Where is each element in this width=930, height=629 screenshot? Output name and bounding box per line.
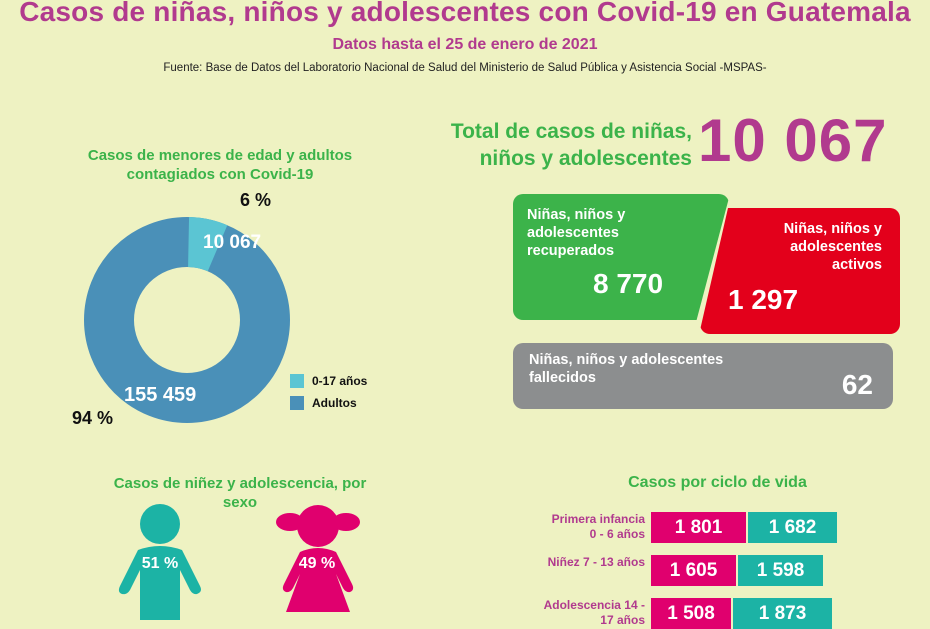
page-title: Casos de niñas, niños y adolescentes con… <box>19 0 911 27</box>
ciclo-bar-segment-2: 1 873 <box>733 598 832 629</box>
legend-item-adults: Adultos <box>290 392 367 414</box>
ciclo-bar-segment-1: 1 508 <box>651 598 731 629</box>
donut-kids-percent: 6 % <box>240 190 272 210</box>
ciclo-title: Casos por ciclo de vida <box>628 474 807 491</box>
donut-slice-adults <box>84 217 290 423</box>
ciclo-row-label: Adolescencia 14 - 17 años <box>543 598 645 627</box>
donut-slice-kids <box>188 217 228 272</box>
sexo-title: Casos de niñez y adolescencia, por sexo <box>113 475 367 511</box>
donut-legend: 0-17 años Adultos <box>290 370 367 414</box>
legend-item-kids: 0-17 años <box>290 370 367 392</box>
total-value: 10 067 <box>698 107 888 174</box>
total-label: Total de casos de niñas, niños y adolesc… <box>450 120 692 170</box>
legend-label-kids: 0-17 años <box>312 374 368 388</box>
legend-label-adults: Adultos <box>312 396 357 410</box>
active-label: Niñas, niños y adolescentes activos <box>783 221 882 273</box>
ciclo-bar-segment-1: 1 605 <box>651 555 736 586</box>
donut-title: Casos de menores de edad y adultos conta… <box>87 147 353 183</box>
recovered-value: 8 770 <box>593 268 664 299</box>
ciclo-bar-segment-1: 1 801 <box>651 512 746 543</box>
deceased-card: Niñas, niños y adolescentes fallecidos 6… <box>513 343 893 409</box>
girl-icon <box>276 505 360 612</box>
source-note: Fuente: Base de Datos del Laboratorio Na… <box>163 62 767 74</box>
active-card: Niñas, niños y adolescentes activos 1 29… <box>700 208 900 334</box>
ciclo-row-label: Niñez 7 - 13 años <box>547 555 645 569</box>
recovered-card: Niñas, niños y adolescentes recuperados … <box>513 194 729 320</box>
donut-adults-percent: 94 % <box>72 408 114 428</box>
ciclo-bar-segment-2: 1 682 <box>748 512 837 543</box>
donut-adults-value: 155 459 <box>124 384 197 406</box>
donut-kids-value: 10 067 <box>203 232 262 253</box>
donut-chart <box>84 217 290 423</box>
active-value: 1 297 <box>728 284 799 315</box>
recovered-label: Niñas, niños y adolescentes recuperados <box>527 207 626 259</box>
legend-swatch-kids <box>290 374 304 388</box>
legend-swatch-adults <box>290 396 304 410</box>
ciclo-bar-segment-2: 1 598 <box>738 555 823 586</box>
page-subtitle: Datos hasta el 25 de enero de 2021 <box>332 36 598 53</box>
deceased-label: Niñas, niños y adolescentes fallecidos <box>529 352 724 386</box>
boys-percent: 51 % <box>141 555 179 572</box>
boy-icon <box>118 504 201 620</box>
deceased-value: 62 <box>841 369 873 400</box>
girls-percent: 49 % <box>298 555 336 572</box>
ciclo-row-label: Primera infancia 0 - 6 años <box>551 512 645 541</box>
